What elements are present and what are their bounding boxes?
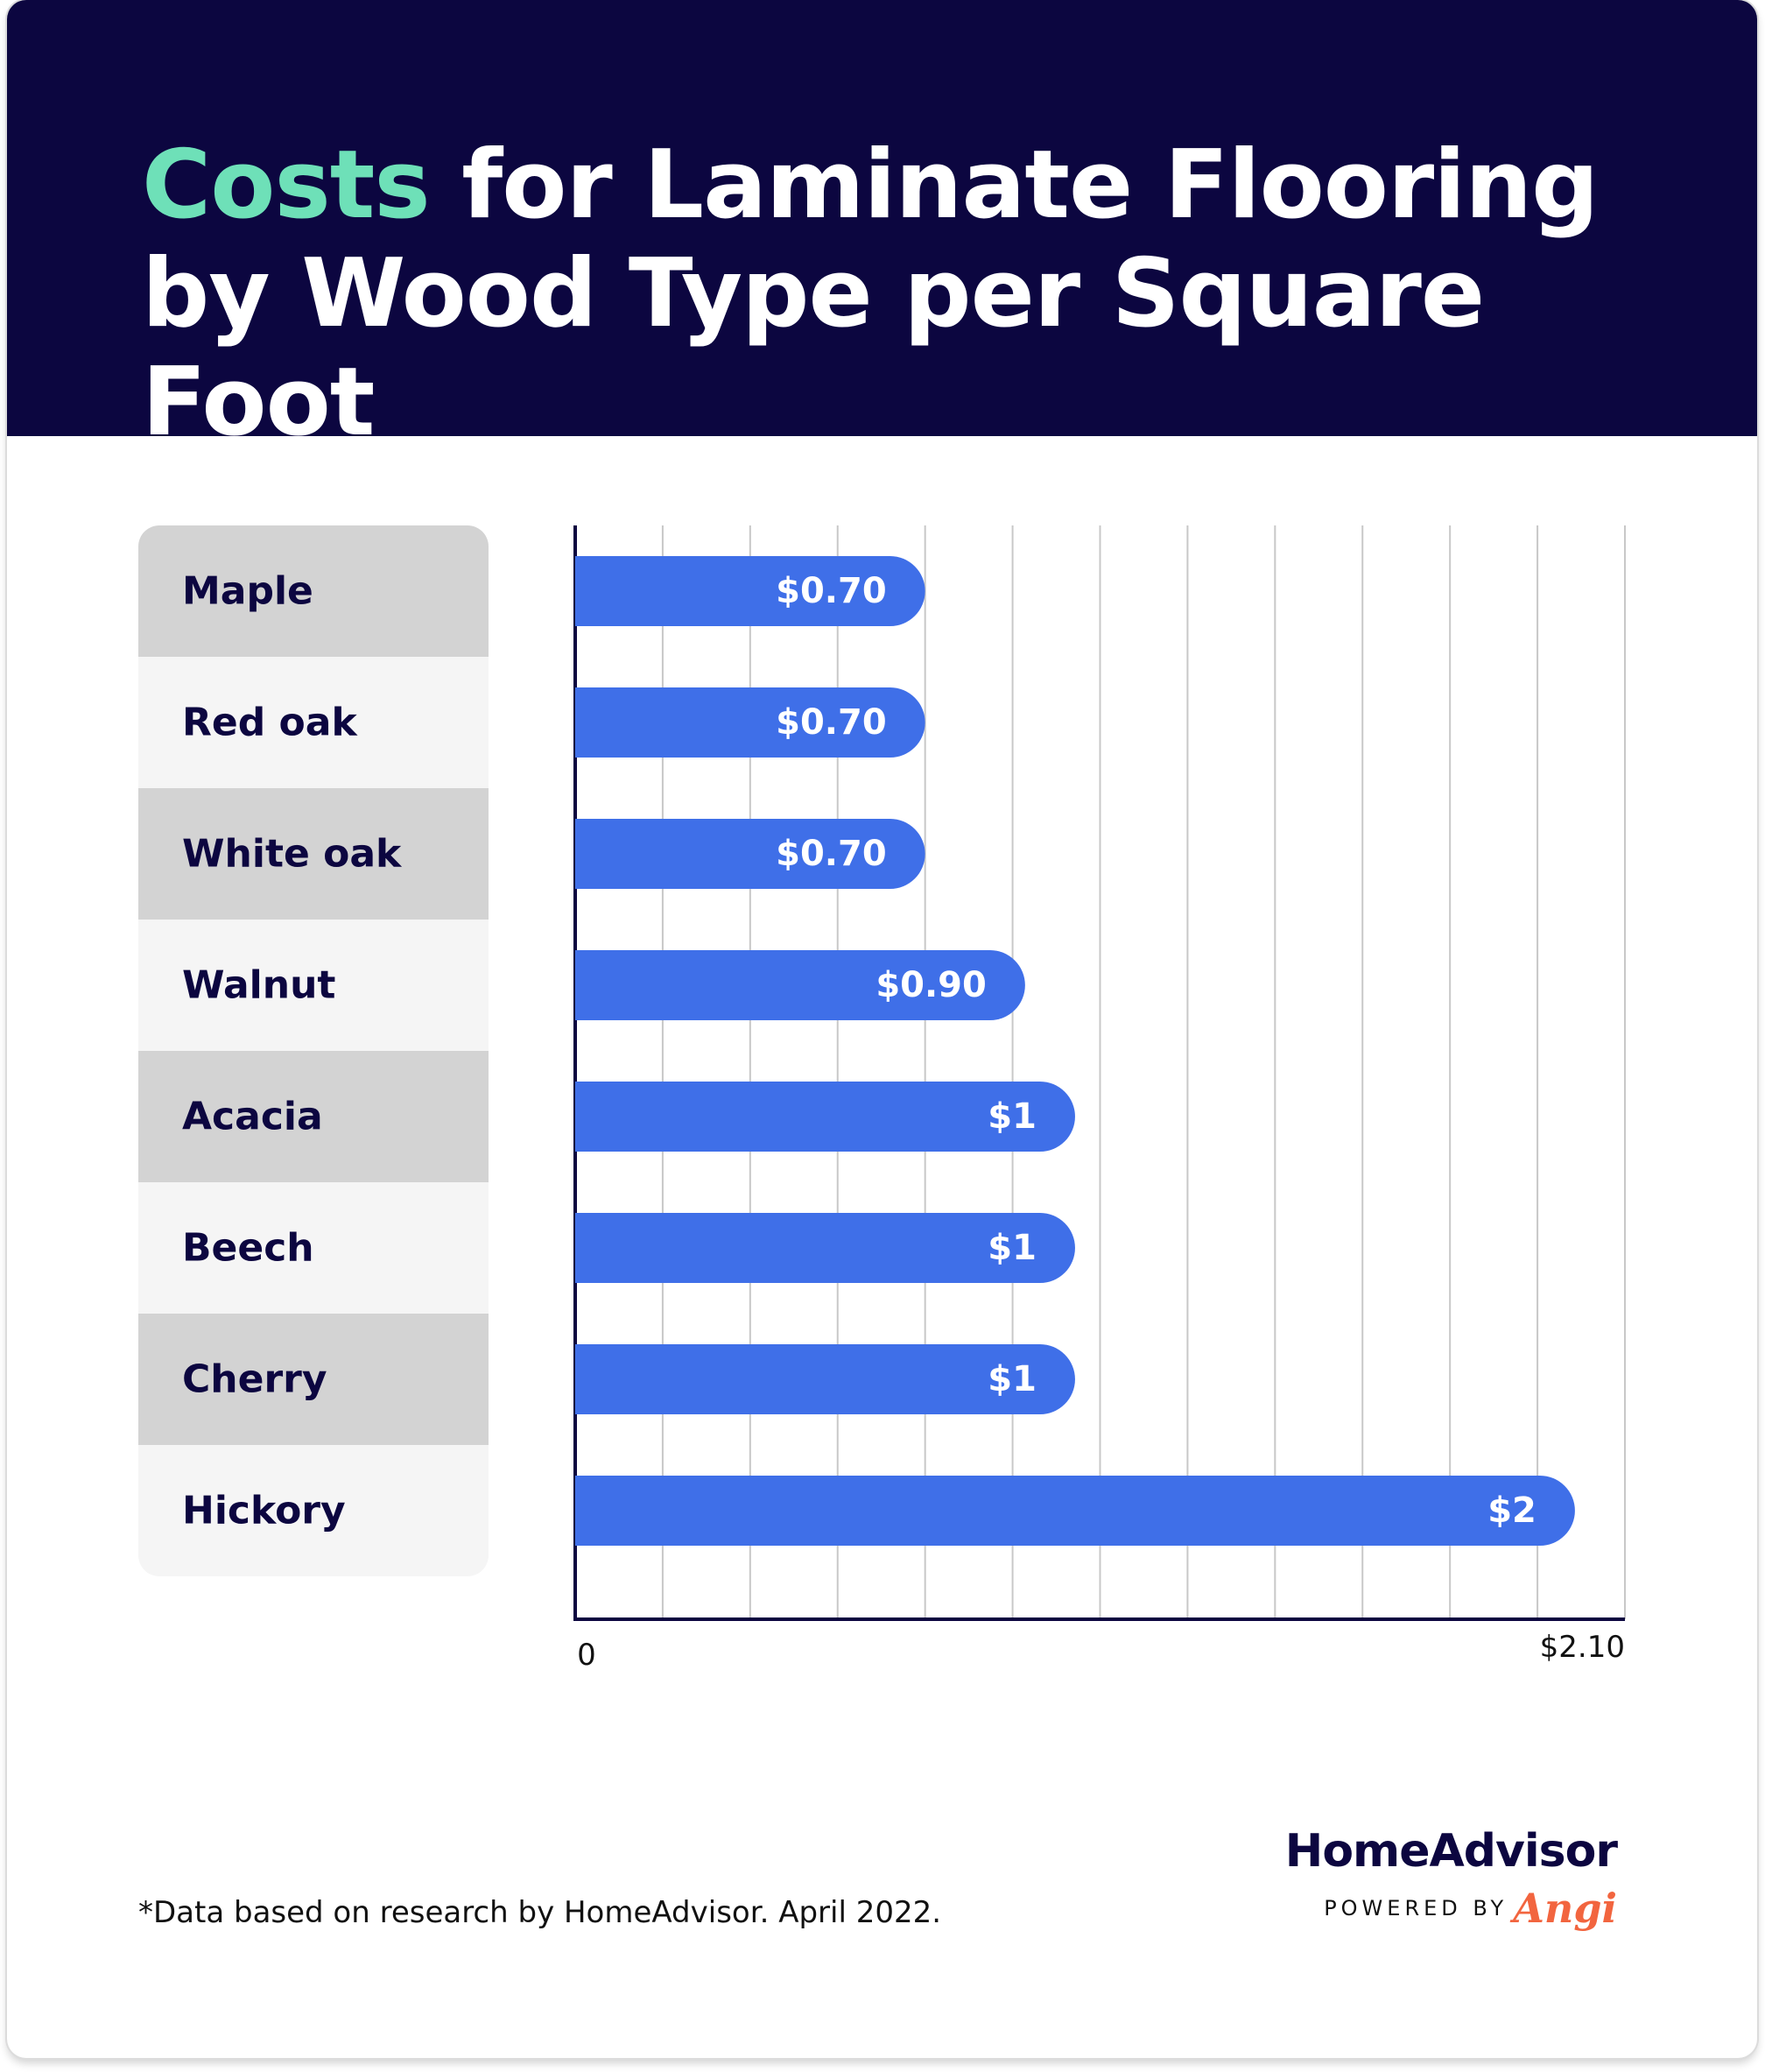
x-tick-label: 0: [577, 1638, 596, 1673]
label-band-row: [138, 788, 489, 920]
category-label: Red oak: [182, 701, 358, 745]
bar: [575, 687, 925, 758]
category-label: Maple: [182, 569, 313, 614]
powered-by-text: POWERED BY: [1324, 1896, 1508, 1920]
bar-value-label: $0.90: [875, 965, 987, 1005]
label-band-row: [138, 1182, 489, 1314]
angi-logo: Angi: [1513, 1885, 1617, 1932]
bar-value-label: $1: [988, 1096, 1037, 1137]
bar-value-label: $1: [988, 1228, 1037, 1268]
label-band-row: [138, 1051, 489, 1182]
bar: [575, 1476, 1575, 1546]
category-label: Beech: [182, 1226, 314, 1271]
brand-name: HomeAdvisor: [1284, 1825, 1618, 1878]
infographic-card: Costs for Laminate Flooring by Wood Type…: [7, 0, 1757, 2058]
brand-logo: HomeAdvisor POWERED BY Angi: [1284, 1825, 1618, 1932]
chart-title: Costs for Laminate Flooring by Wood Type…: [142, 131, 1700, 457]
label-band-row: [138, 525, 489, 657]
bar-value-label: $1: [988, 1359, 1037, 1399]
label-band-row: [138, 1314, 489, 1445]
bar: [575, 556, 925, 626]
label-band-row: [138, 920, 489, 1051]
title-accent-word: Costs: [142, 130, 431, 240]
bar: [575, 1213, 1075, 1283]
footnote: *Data based on research by HomeAdvisor. …: [138, 1895, 942, 1930]
bar: [575, 950, 1025, 1020]
bar-value-label: $0.70: [776, 702, 887, 743]
title-text: for Laminate Flooring by Wood Type per S…: [142, 130, 1599, 457]
category-label: Walnut: [182, 963, 335, 1008]
header-banner: Costs for Laminate Flooring by Wood Type…: [7, 0, 1757, 457]
bar: [575, 1082, 1075, 1152]
label-band-row: [138, 657, 489, 788]
category-label: Hickory: [182, 1489, 346, 1533]
label-band: [138, 525, 489, 1576]
bar-value-label: $2: [1487, 1491, 1536, 1531]
powered-by-line: POWERED BY Angi: [1285, 1885, 1617, 1932]
x-tick-label: $2.10: [1540, 1630, 1625, 1665]
bar-value-label: $0.70: [776, 834, 887, 874]
bar: [575, 819, 925, 889]
category-label: Cherry: [182, 1357, 327, 1402]
bar: [575, 1344, 1075, 1414]
label-band-row: [138, 1445, 489, 1576]
category-label: White oak: [182, 832, 403, 877]
bar-value-label: $0.70: [776, 571, 887, 611]
category-label: Acacia: [182, 1095, 323, 1139]
